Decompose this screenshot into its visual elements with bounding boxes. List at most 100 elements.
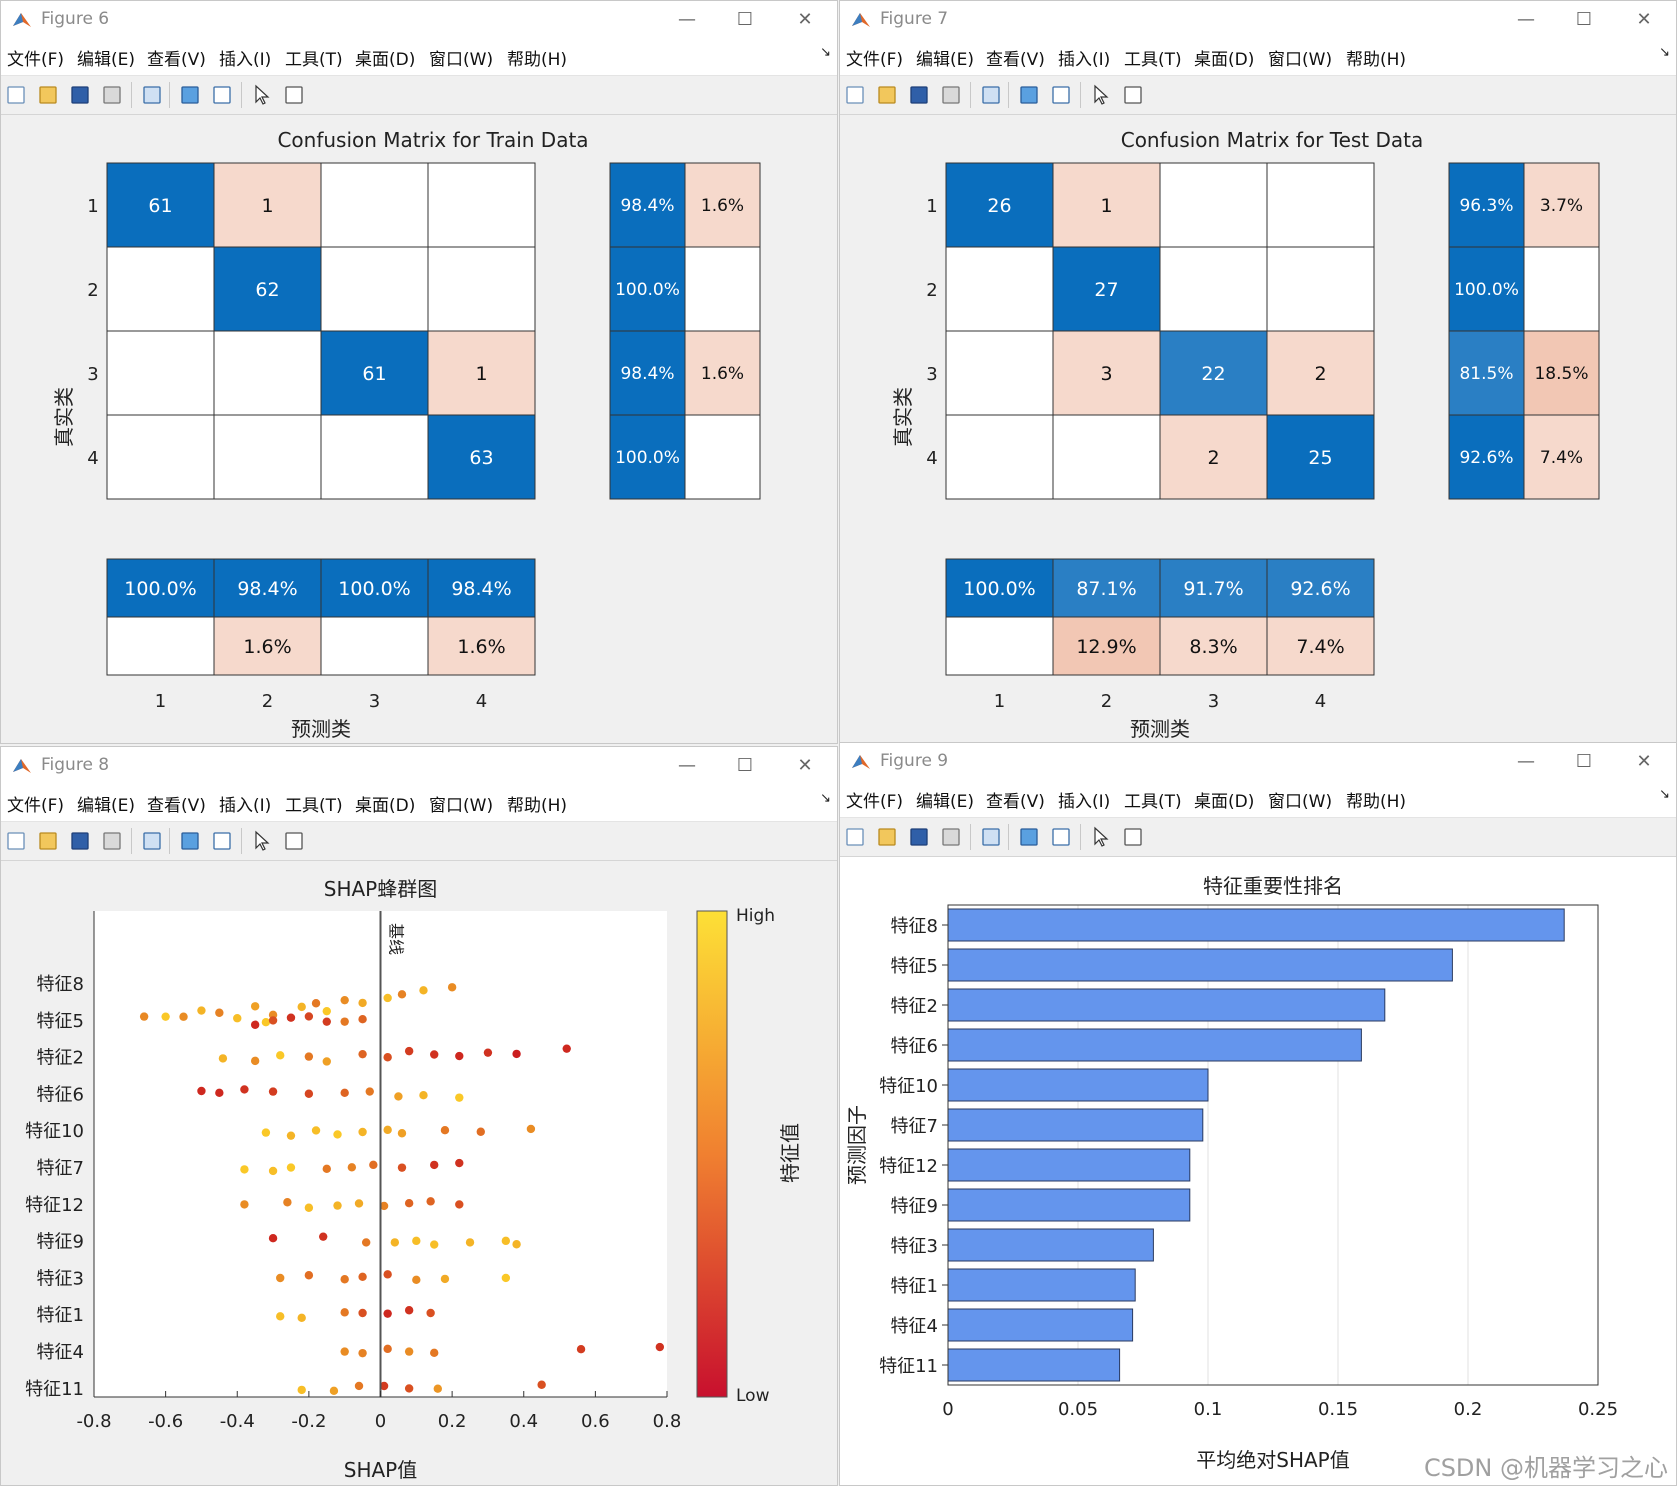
minimize-button[interactable]: — <box>678 755 696 776</box>
close-button[interactable]: ✕ <box>797 755 813 776</box>
menu-item[interactable]: 帮助(H) <box>507 796 568 816</box>
colorbar-icon[interactable] <box>179 830 201 852</box>
minimize-button[interactable]: — <box>1517 9 1535 30</box>
matrix-cell <box>213 246 322 332</box>
menu-item[interactable]: 桌面(D) <box>1194 50 1255 70</box>
shap-point <box>304 1089 314 1098</box>
menu-item[interactable]: 查看(V) <box>986 792 1045 812</box>
minimize-button[interactable]: — <box>1517 751 1535 772</box>
dock-arrow-icon[interactable]: ↘ <box>820 45 831 60</box>
maximize-button[interactable]: ☐ <box>736 755 754 776</box>
maximize-button[interactable]: ☐ <box>1575 751 1593 772</box>
maximize-button[interactable]: ☐ <box>1575 9 1593 30</box>
menu-item[interactable]: 帮助(H) <box>507 50 568 70</box>
shap-point <box>218 1054 228 1063</box>
save-icon[interactable] <box>908 84 930 106</box>
open-folder-icon[interactable] <box>37 830 59 852</box>
property-editor-icon[interactable] <box>1122 826 1144 848</box>
colorbar-icon[interactable] <box>1018 84 1040 106</box>
property-editor-icon[interactable] <box>1122 84 1144 106</box>
maximize-button[interactable]: ☐ <box>736 9 754 30</box>
menu-item[interactable]: 编辑(E) <box>77 50 136 70</box>
matrix-cell <box>106 162 215 248</box>
link-plot-icon[interactable] <box>141 830 163 852</box>
property-editor-icon[interactable] <box>283 830 305 852</box>
menu-item[interactable]: 文件(F) <box>846 792 904 812</box>
shap-point <box>501 1273 511 1283</box>
open-folder-icon[interactable] <box>876 826 898 848</box>
link-plot-icon[interactable] <box>980 826 1002 848</box>
menu-item[interactable]: 工具(T) <box>285 796 343 816</box>
menu-item[interactable]: 窗口(W) <box>429 796 494 816</box>
colorbar-icon[interactable] <box>1018 826 1040 848</box>
property-editor-icon[interactable] <box>283 84 305 106</box>
menu-item[interactable]: 文件(F) <box>7 796 65 816</box>
save-icon[interactable] <box>908 826 930 848</box>
legend-icon[interactable] <box>1050 84 1072 106</box>
pointer-icon[interactable] <box>251 830 273 852</box>
pointer-icon[interactable] <box>251 84 273 106</box>
menu-item[interactable]: 桌面(D) <box>355 50 416 70</box>
menu-item[interactable]: 插入(I) <box>219 50 272 70</box>
new-file-icon[interactable] <box>5 830 27 852</box>
matlab-logo-icon <box>852 755 870 769</box>
menu-item[interactable]: 窗口(W) <box>429 50 494 70</box>
print-icon[interactable] <box>940 84 962 106</box>
category-tick-label: 特征8 <box>891 916 938 937</box>
menu-item[interactable]: 编辑(E) <box>916 50 975 70</box>
menu-item[interactable]: 桌面(D) <box>355 796 416 816</box>
menu-item[interactable]: 查看(V) <box>147 796 206 816</box>
legend-icon[interactable] <box>211 830 233 852</box>
menu-item[interactable]: 文件(F) <box>846 50 904 70</box>
close-button[interactable]: ✕ <box>1636 751 1652 772</box>
minimize-button[interactable]: — <box>678 9 696 30</box>
cell-value: 63 <box>469 447 493 469</box>
shap-point <box>397 990 407 999</box>
save-icon[interactable] <box>69 830 91 852</box>
dock-arrow-icon[interactable]: ↘ <box>1659 787 1670 802</box>
new-file-icon[interactable] <box>5 84 27 106</box>
pointer-icon[interactable] <box>1090 84 1112 106</box>
legend-icon[interactable] <box>211 84 233 106</box>
menu-item[interactable]: 编辑(E) <box>77 796 136 816</box>
save-icon[interactable] <box>69 84 91 106</box>
menu-item[interactable]: 插入(I) <box>219 796 272 816</box>
link-plot-icon[interactable] <box>141 84 163 106</box>
dock-arrow-icon[interactable]: ↘ <box>820 791 831 806</box>
menu-item[interactable]: 文件(F) <box>7 50 65 70</box>
menu-item[interactable]: 编辑(E) <box>916 792 975 812</box>
close-button[interactable]: ✕ <box>797 9 813 30</box>
legend-icon[interactable] <box>1050 826 1072 848</box>
print-icon[interactable] <box>940 826 962 848</box>
open-folder-icon[interactable] <box>37 84 59 106</box>
menu-item[interactable]: 插入(I) <box>1058 792 1111 812</box>
menu-item[interactable]: 窗口(W) <box>1268 50 1333 70</box>
figure6-window[interactable]: Figure 6 — ☐ ✕ 文件(F) 编辑(E) 查看(V) 插入(I) 工具(T)… <box>0 0 838 744</box>
menu-item[interactable]: 帮助(H) <box>1346 792 1407 812</box>
menu-item[interactable]: 查看(V) <box>147 50 206 70</box>
shap-point <box>501 1236 511 1246</box>
new-file-icon[interactable] <box>844 826 866 848</box>
colorbar-icon[interactable] <box>179 84 201 106</box>
shap-point <box>358 1348 367 1358</box>
figure9-window[interactable]: Figure 9 — ☐ ✕ 文件(F) 编辑(E) 查看(V) 插入(I) 工具(T)… <box>839 742 1677 1486</box>
print-icon[interactable] <box>101 84 123 106</box>
menu-item[interactable]: 桌面(D) <box>1194 792 1255 812</box>
figure8-window[interactable]: Figure 8 — ☐ ✕ 文件(F) 编辑(E) 查看(V) 插入(I) 工具(T)… <box>0 746 838 1486</box>
close-button[interactable]: ✕ <box>1636 9 1652 30</box>
dock-arrow-icon[interactable]: ↘ <box>1659 45 1670 60</box>
menu-item[interactable]: 查看(V) <box>986 50 1045 70</box>
chart-title: Confusion Matrix for Train Data <box>277 128 588 152</box>
menu-item[interactable]: 帮助(H) <box>1346 50 1407 70</box>
link-plot-icon[interactable] <box>980 84 1002 106</box>
print-icon[interactable] <box>101 830 123 852</box>
figure7-window[interactable]: Figure 7 — ☐ ✕ 文件(F) 编辑(E) 查看(V) 插入(I) 工具(T)… <box>839 0 1677 744</box>
menu-item[interactable]: 窗口(W) <box>1268 792 1333 812</box>
menu-item[interactable]: 工具(T) <box>1124 50 1182 70</box>
menu-item[interactable]: 工具(T) <box>285 50 343 70</box>
menu-item[interactable]: 工具(T) <box>1124 792 1182 812</box>
menu-item[interactable]: 插入(I) <box>1058 50 1111 70</box>
pointer-icon[interactable] <box>1090 826 1112 848</box>
open-folder-icon[interactable] <box>876 84 898 106</box>
new-file-icon[interactable] <box>844 84 866 106</box>
